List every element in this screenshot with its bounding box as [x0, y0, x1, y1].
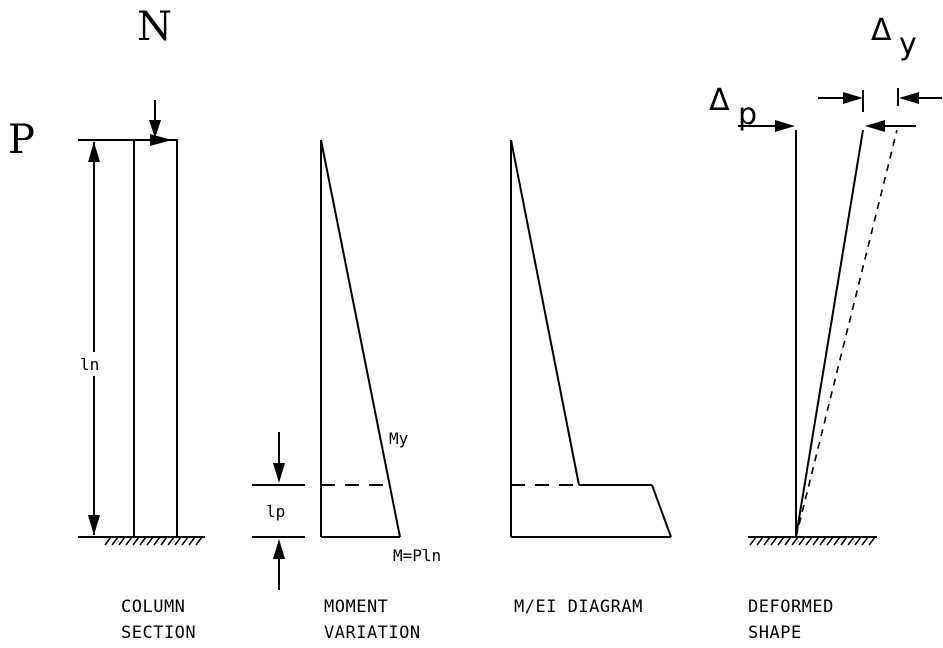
lp-top-arrowhead: [273, 463, 285, 483]
mei-sloped-edge: [510, 139, 580, 486]
column-caption-line1: COLUMN: [121, 597, 185, 617]
deformed-caption-line1: DEFORMED: [748, 597, 834, 617]
mei-plastic-side: [651, 484, 672, 538]
ln-label: ln: [80, 355, 99, 374]
delta-p-subscript: p: [738, 97, 757, 132]
deformed-plastic-line: [795, 129, 864, 538]
lp-label: lp: [266, 502, 285, 521]
load-N-label: N: [137, 4, 172, 50]
deformed-caption-line2: SHAPE: [748, 623, 802, 643]
load-P-label: P: [8, 117, 35, 163]
moment-My-label: My: [389, 429, 409, 448]
deformed-base-hatch: [749, 536, 876, 546]
delta-p-arrowhead: [775, 120, 795, 132]
mei-caption-line1: M/EI DIAGRAM: [514, 597, 643, 617]
moment-sloped-edge: [320, 139, 401, 538]
ln-arrowhead-bottom: [88, 515, 100, 535]
delta-y-right-arrowhead: [899, 92, 919, 104]
moment-caption-line1: MOMENT: [324, 597, 388, 617]
delta-y-symbol: Δ: [871, 13, 892, 48]
moment-caption-line2: VARIATION: [324, 623, 421, 643]
load-N-arrowhead: [149, 120, 161, 138]
delta-p-symbol: Δ: [709, 83, 730, 118]
moment-variation-panel: My M=Pln lp MOMENT VARIATION: [252, 139, 441, 643]
deformed-shape-panel: Δ p Δ y DEFORMED SHAPE: [709, 13, 942, 643]
column-base-hatch: [104, 536, 203, 546]
delta-total-arrowhead: [865, 120, 885, 132]
delta-y-subscript: y: [899, 27, 917, 62]
lp-bottom-arrowhead: [273, 539, 285, 559]
column-caption-line2: SECTION: [121, 623, 196, 643]
load-P-arrowhead: [150, 134, 172, 146]
column-outline: [133, 139, 178, 538]
delta-y-left-arrowhead: [843, 92, 863, 104]
moment-M-label: M=Pln: [393, 546, 441, 565]
column-section-panel: P N ln COLUMN SECTION: [8, 4, 205, 643]
mei-diagram-panel: M/EI DIAGRAM: [510, 139, 672, 617]
ln-arrowhead-top: [88, 142, 100, 162]
deformed-total-dashed: [795, 129, 898, 538]
